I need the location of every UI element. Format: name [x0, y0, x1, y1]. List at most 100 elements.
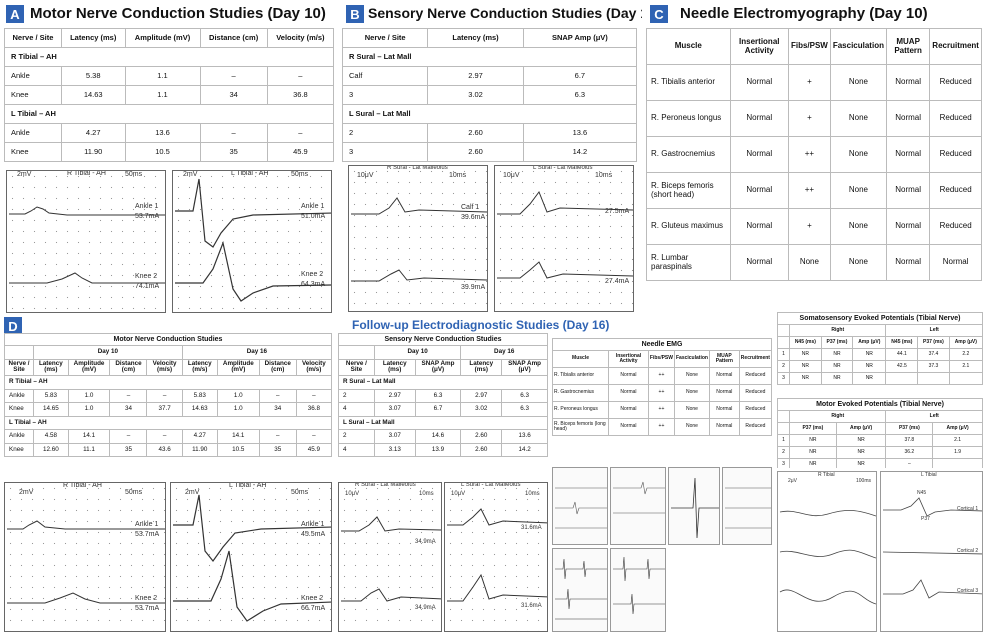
table-cell: NR: [789, 446, 837, 459]
cortical2-label: Cortical 2: [957, 548, 979, 554]
table-cell: Ankle: [4, 123, 62, 143]
needle-emg-table-day10: Muscle Insertional Activity Fibs/PSW Fascic…: [646, 28, 982, 281]
table-cell: 14.63: [181, 402, 218, 417]
table-cell: 45.9: [266, 142, 335, 162]
group-label: L Sural – Lat Mall: [342, 104, 637, 124]
table-cell: None: [829, 136, 887, 173]
table-cell: 3.13: [373, 442, 416, 458]
blank-cell: [777, 410, 790, 423]
trace-scale: 2mV: [185, 489, 200, 496]
table-cell: +: [787, 100, 831, 137]
panel-a-badge: A: [6, 5, 24, 23]
table-cell: 5.83: [181, 388, 218, 404]
table-cell: 36.2: [885, 446, 934, 459]
column-header: Latency (ms): [60, 28, 126, 48]
table-cell: 2.60: [427, 123, 524, 143]
table-cell: ++: [647, 418, 675, 436]
trace-amp2: 27.4mA: [605, 278, 630, 285]
table-cell: Normal: [708, 401, 740, 419]
table-cell: NR: [789, 360, 822, 373]
table-cell: None: [829, 100, 887, 137]
table-cell: 3: [777, 372, 790, 385]
table-cell: 2.1: [932, 434, 983, 447]
column-header: Latency (ms): [460, 358, 503, 377]
trace-time: 50ms: [125, 171, 143, 178]
trace-amp1: 34.9mA: [415, 539, 436, 545]
table-cell: Normal: [929, 244, 982, 281]
table-cell: –: [199, 66, 268, 86]
table-cell: NR: [852, 372, 887, 385]
column-header: Distance (cm): [199, 28, 268, 48]
followup-trace-l-tibial: L Tibial - AH 2mV 50ms Ankle 1 45.5mA Kn…: [170, 482, 332, 632]
waveform: [351, 197, 487, 282]
column-header: N45 (ms): [789, 336, 822, 349]
table-cell: NR: [820, 372, 854, 385]
sensory-table-day10: Nerve / Site Latency (ms) SNAP Amp (μV) R S…: [341, 28, 638, 162]
table-cell: Ankle: [4, 429, 35, 444]
column-header: P37 (ms): [789, 422, 837, 435]
table-cell: Reduced: [929, 136, 982, 173]
trace-label1: Ankle 1: [301, 203, 325, 210]
trace-time: 10ms: [449, 172, 467, 179]
day-row: Day 10 Day 16: [4, 345, 332, 360]
table-cell: 2: [341, 123, 429, 143]
table-cell: Normal: [729, 208, 789, 245]
table-cell: 35: [258, 442, 297, 458]
table-cell: 34: [258, 402, 297, 417]
table-cell: R. Tibialis anterior: [552, 367, 610, 385]
column-header: Muscle: [552, 350, 610, 368]
trace-time: 50ms: [291, 171, 309, 178]
table-cell: None: [673, 384, 710, 402]
table-cell: 4.27: [60, 123, 126, 143]
table-row: Ankle 5.83 1.0– –5.83 1.0– –: [4, 388, 332, 404]
table-cell: 37.3: [917, 360, 950, 373]
table-cell: None: [829, 64, 887, 101]
column-header: Distance (cm): [109, 358, 148, 377]
table-cell: 3: [777, 458, 790, 468]
trace-label2: Knee 2: [301, 271, 324, 278]
table-cell: 2.60: [460, 429, 503, 444]
side-row: Right Left: [777, 410, 983, 423]
group-label: R Tibial – AH: [4, 47, 334, 67]
table-cell: R. Lumbar paraspinals: [646, 244, 731, 281]
ssep-trace-left: L Tibial N45 P37 Cortical 1 Cortical 2 C…: [880, 471, 983, 632]
table-cell: 13.6: [522, 123, 638, 143]
trace-amp1: 39.6mA: [461, 214, 486, 221]
table-cell: R. Biceps femoris (long head): [552, 418, 610, 436]
right-header: Right: [788, 410, 887, 423]
table-cell: NR: [820, 360, 854, 373]
column-header: SNAP Amp (μV): [522, 28, 638, 48]
table-cell: R. Gluteus maximus: [646, 208, 731, 245]
table-cell: R. Tibialis anterior: [646, 64, 731, 101]
table-cell: Normal: [885, 136, 931, 173]
table-cell: NR: [835, 446, 887, 459]
group-label: R Sural – Lat Mall: [338, 375, 548, 390]
table-cell: [948, 372, 983, 385]
sensory-caption: Sensory Nerve Conduction Studies: [338, 333, 548, 345]
column-header: SNAP Amp (μV): [501, 358, 548, 377]
table-cell: None: [787, 244, 831, 281]
column-header: P37 (ms): [917, 336, 950, 349]
column-header: Recruitment: [738, 350, 772, 368]
trace-time: 10ms: [419, 491, 434, 497]
table-cell: NR: [789, 348, 822, 361]
trace-title: L Tibial - AH: [229, 482, 267, 489]
table-row: R. Peroneus longus Normal ++ None Normal Redu…: [552, 401, 772, 419]
followup-trace-r-sural: R Sural - Lat Malleolus 10μV 10ms 34.9mA…: [338, 482, 442, 632]
table-row: R. Peroneus longus Normal + None Normal Reduc…: [646, 100, 982, 137]
trace-amp1: 53.7mA: [135, 213, 160, 220]
waveform: [7, 520, 165, 604]
table-row: R. Lumbar paraspinals Normal None None Norma…: [646, 244, 982, 281]
day-row: Day 10 Day 16: [338, 345, 548, 360]
table-cell: 34: [199, 85, 268, 105]
table-cell: 13.6: [124, 123, 201, 143]
column-header: Velocity (m/s): [266, 28, 335, 48]
table-cell: 34: [109, 402, 148, 417]
trace-label2: Knee 2: [301, 595, 324, 602]
table-cell: 43.6: [146, 442, 183, 458]
table-row: R. Gastrocnemius Normal ++ None Normal Reduce…: [646, 136, 982, 173]
table-cell: NR: [789, 434, 837, 447]
column-header: Amp (μV): [948, 336, 983, 349]
table-cell: 2.97: [460, 388, 503, 404]
followup-emg-table: Needle EMG Muscle Insertional Activity Fib…: [552, 338, 772, 463]
